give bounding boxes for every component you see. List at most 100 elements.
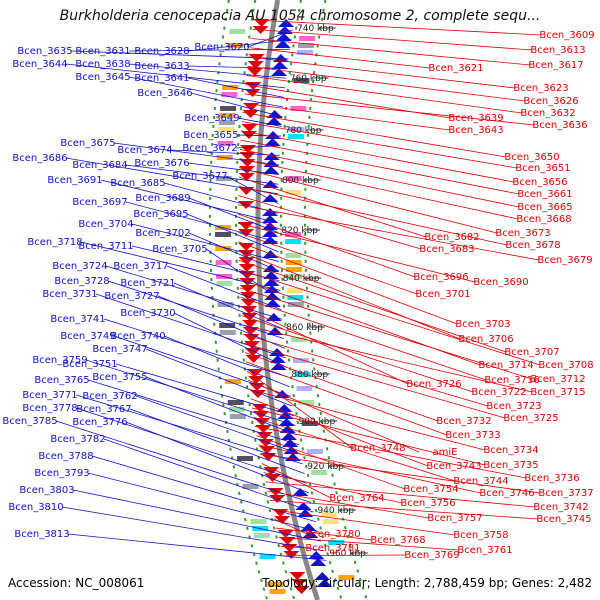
right-gene-label[interactable]: Bcen_3733: [445, 430, 500, 441]
right-gene-label[interactable]: Bcen_3734: [483, 445, 538, 456]
right-gene-label[interactable]: Bcen_3706: [458, 334, 513, 345]
left-gene-label[interactable]: Bcen_3767: [76, 404, 131, 415]
left-gene-label[interactable]: Bcen_3810: [8, 502, 63, 513]
left-gene-label[interactable]: Bcen_3645: [75, 72, 130, 83]
right-gene-label[interactable]: Bcen_3716: [484, 375, 539, 386]
right-gene-label[interactable]: Bcen_3678: [505, 240, 560, 251]
right-gene-label[interactable]: Bcen_3748: [350, 443, 405, 454]
left-gene-label[interactable]: Bcen_3741: [50, 314, 105, 325]
left-gene-label[interactable]: Bcen_3675: [60, 138, 115, 149]
right-gene-label[interactable]: Bcen_3609: [539, 30, 594, 41]
right-gene-label[interactable]: Bcen_3756: [400, 498, 455, 509]
right-gene-label[interactable]: Bcen_3743: [426, 461, 481, 472]
left-gene-label[interactable]: Bcen_3633: [134, 61, 189, 72]
left-gene-label[interactable]: Bcen_3691: [47, 175, 102, 186]
right-gene-label[interactable]: Bcen_3668: [516, 214, 571, 225]
right-gene-label[interactable]: Bcen_3780: [305, 529, 360, 540]
left-gene-label[interactable]: Bcen_3684: [72, 160, 127, 171]
right-gene-label[interactable]: Bcen_3735: [483, 460, 538, 471]
right-gene-label[interactable]: Bcen_3679: [537, 255, 592, 266]
right-gene-label[interactable]: Bcen_3650: [504, 152, 559, 163]
left-gene-label[interactable]: Bcen_3705: [152, 244, 207, 255]
right-gene-label[interactable]: amiE: [433, 447, 458, 458]
left-gene-label[interactable]: Bcen_3803: [19, 485, 74, 496]
left-gene-label[interactable]: Bcen_3751: [62, 359, 117, 370]
left-gene-label[interactable]: Bcen_3685: [110, 178, 165, 189]
left-gene-label[interactable]: Bcen_3695: [133, 209, 188, 220]
left-gene-label[interactable]: Bcen_3765: [34, 375, 89, 386]
right-gene-label[interactable]: Bcen_3737: [538, 488, 593, 499]
right-gene-label[interactable]: Bcen_3673: [495, 228, 550, 239]
right-gene-label[interactable]: Bcen_3708: [538, 360, 593, 371]
right-gene-label[interactable]: Bcen_3613: [530, 45, 585, 56]
left-gene-label[interactable]: Bcen_3776: [72, 417, 127, 428]
left-gene-label[interactable]: Bcen_3676: [134, 158, 189, 169]
right-gene-label[interactable]: Bcen_3768: [370, 535, 425, 546]
right-gene-label[interactable]: Bcen_3696: [413, 272, 468, 283]
left-gene-label[interactable]: Bcen_3649: [184, 113, 239, 124]
left-gene-label[interactable]: Bcen_3718: [27, 237, 82, 248]
left-gene-label[interactable]: Bcen_3730: [120, 308, 175, 319]
right-gene-label[interactable]: Bcen_3626: [523, 96, 578, 107]
right-gene-label[interactable]: Bcen_3745: [536, 514, 591, 525]
right-gene-label[interactable]: Bcen_3665: [517, 202, 572, 213]
right-gene-label[interactable]: Bcen_3736: [524, 473, 579, 484]
right-gene-label[interactable]: Bcen_3682: [424, 232, 479, 243]
right-gene-label[interactable]: Bcen_3754: [403, 484, 458, 495]
left-gene-label[interactable]: Bcen_3641: [134, 73, 189, 84]
right-gene-label[interactable]: Bcen_3732: [436, 416, 491, 427]
left-gene-label[interactable]: Bcen_3672: [182, 143, 237, 154]
left-gene-label[interactable]: Bcen_3638: [75, 59, 130, 70]
left-gene-label[interactable]: Bcen_3782: [50, 434, 105, 445]
right-gene-label[interactable]: Bcen_3703: [455, 319, 510, 330]
right-gene-label[interactable]: Bcen_3757: [427, 513, 482, 524]
right-gene-label[interactable]: Bcen_3742: [533, 502, 588, 513]
right-gene-label[interactable]: Bcen_3758: [453, 530, 508, 541]
right-gene-label[interactable]: Bcen_3744: [453, 476, 508, 487]
left-gene-label[interactable]: Bcen_3697: [72, 197, 127, 208]
right-gene-label[interactable]: Bcen_3656: [512, 177, 567, 188]
right-gene-label[interactable]: Bcen_3764: [329, 493, 384, 504]
left-gene-label[interactable]: Bcen_3704: [78, 219, 133, 230]
right-gene-label[interactable]: Bcen_3643: [448, 125, 503, 136]
right-gene-label[interactable]: Bcen_3723: [486, 401, 541, 412]
left-gene-label[interactable]: Bcen_3655: [183, 130, 238, 141]
left-gene-label[interactable]: Bcen_3793: [34, 468, 89, 479]
left-gene-label[interactable]: Bcen_3635: [17, 46, 72, 57]
right-gene-label[interactable]: Bcen_3725: [503, 413, 558, 424]
left-gene-label[interactable]: Bcen_3689: [135, 193, 190, 204]
left-gene-label[interactable]: Bcen_3721: [120, 278, 175, 289]
left-gene-label[interactable]: Bcen_3759: [32, 355, 87, 366]
left-gene-label[interactable]: Bcen_3747: [92, 344, 147, 355]
right-gene-label[interactable]: Bcen_3632: [520, 108, 575, 119]
left-gene-label[interactable]: Bcen_3788: [38, 451, 93, 462]
left-gene-label[interactable]: Bcen_3771: [22, 390, 77, 401]
right-gene-label[interactable]: Bcen_3701: [415, 289, 470, 300]
right-gene-label[interactable]: Bcen_3683: [419, 244, 474, 255]
left-gene-label[interactable]: Bcen_3762: [82, 391, 137, 402]
right-gene-label[interactable]: Bcen_3661: [517, 189, 572, 200]
left-gene-label[interactable]: Bcen_3727: [104, 291, 159, 302]
left-gene-label[interactable]: Bcen_3702: [135, 228, 190, 239]
right-gene-label[interactable]: Bcen_3769: [404, 550, 459, 561]
right-gene-label[interactable]: Bcen_3617: [528, 60, 583, 71]
left-gene-label[interactable]: Bcen_3674: [117, 145, 172, 156]
right-gene-label[interactable]: Bcen_3651: [515, 163, 570, 174]
left-gene-label[interactable]: Bcen_3728: [54, 276, 109, 287]
left-gene-label[interactable]: Bcen_3646: [137, 88, 192, 99]
right-gene-label[interactable]: Bcen_3712: [530, 374, 585, 385]
right-gene-label[interactable]: Bcen_3623: [513, 83, 568, 94]
right-gene-label[interactable]: Bcen_3707: [504, 347, 559, 358]
left-gene-label[interactable]: Bcen_3749: [60, 331, 115, 342]
right-gene-label[interactable]: Bcen_3761: [457, 545, 512, 556]
left-gene-label[interactable]: Bcen_3755: [92, 372, 147, 383]
right-gene-label[interactable]: Bcen_3715: [530, 387, 585, 398]
left-gene-label[interactable]: Bcen_3778: [22, 403, 77, 414]
left-gene-label[interactable]: Bcen_3631: [75, 46, 130, 57]
left-gene-label[interactable]: Bcen_3686: [12, 153, 67, 164]
left-gene-label[interactable]: Bcen_3644: [12, 59, 67, 70]
right-gene-label[interactable]: Bcen_3690: [473, 277, 528, 288]
right-gene-label[interactable]: Bcen_3636: [532, 120, 587, 131]
left-gene-label[interactable]: Bcen_3717: [113, 261, 168, 272]
right-gene-label[interactable]: Bcen_3722: [471, 387, 526, 398]
